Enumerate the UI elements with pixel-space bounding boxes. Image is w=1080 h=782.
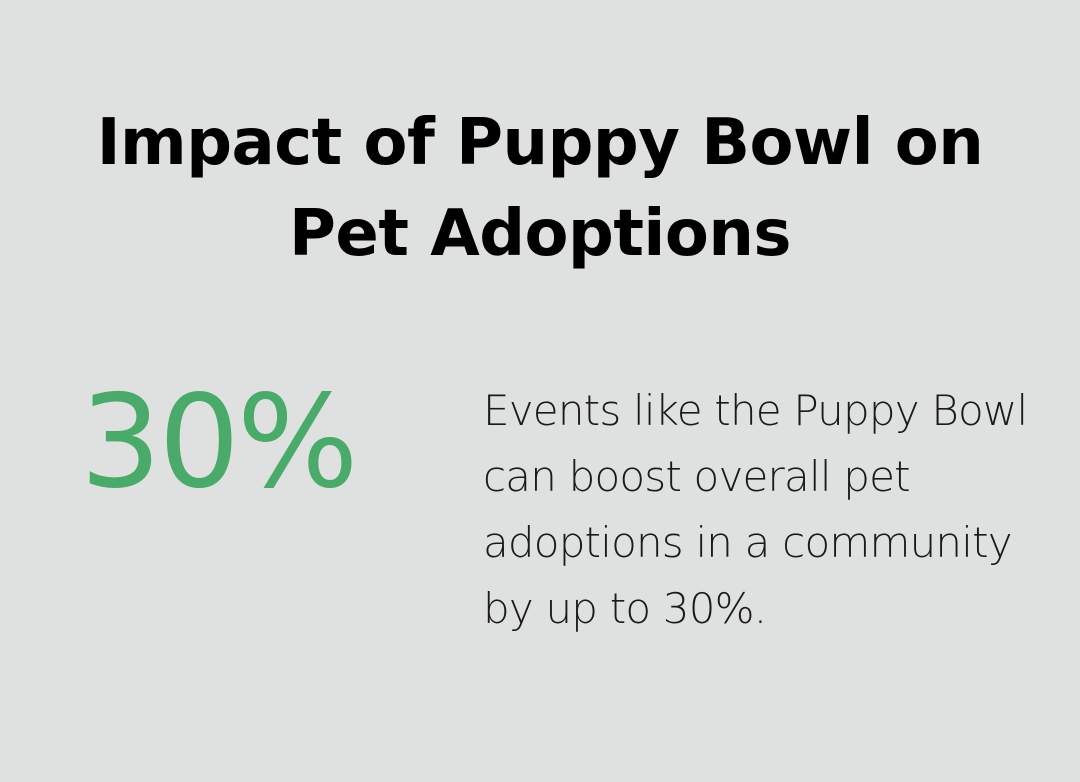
stat-description: Events like the Puppy Bowl can boost ove… xyxy=(483,386,1028,633)
page-title: Impact of Puppy Bowl on Pet Adoptions xyxy=(96,106,984,271)
stat-value: 30% xyxy=(80,368,359,517)
